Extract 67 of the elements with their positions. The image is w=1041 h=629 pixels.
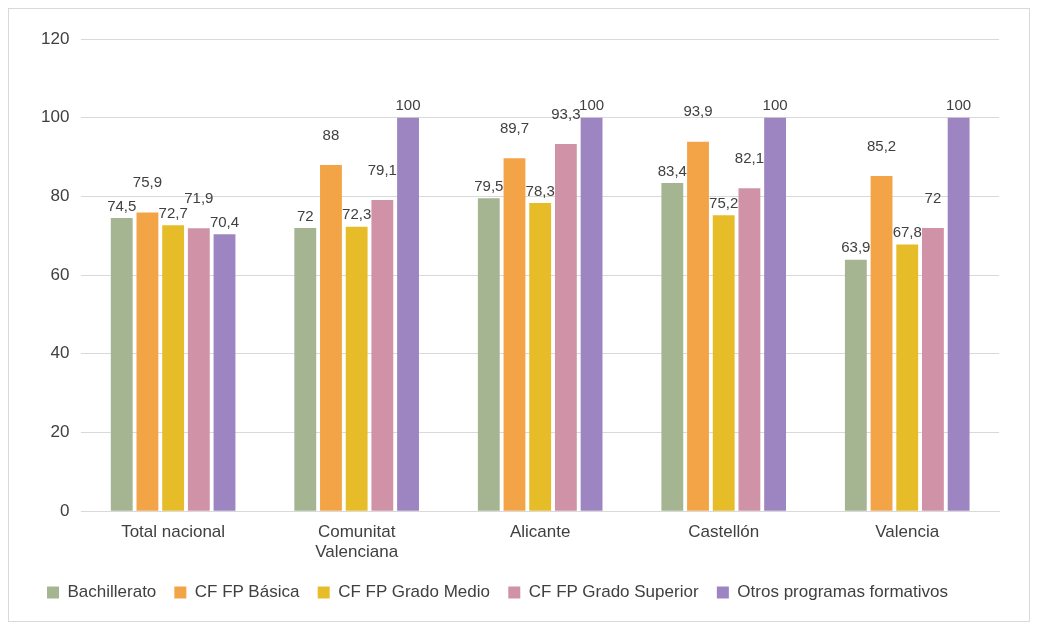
data-label: 82,1 (734, 148, 764, 166)
y-tick-label: 60 (50, 264, 70, 284)
y-tick-label: 20 (50, 422, 70, 442)
data-label: 88 (322, 125, 340, 143)
bar (922, 227, 944, 511)
bar (213, 234, 236, 511)
bar (371, 199, 394, 511)
data-label: 100 (762, 96, 788, 114)
bar (844, 259, 867, 511)
data-label: 67,8 (892, 223, 922, 241)
data-label: 83,4 (657, 161, 687, 179)
data-label: 78,3 (525, 181, 555, 199)
data-label: 85,2 (866, 136, 897, 154)
y-tick-label: 0 (59, 500, 70, 520)
data-label: 74,5 (107, 196, 137, 214)
bar (870, 175, 893, 511)
bar (738, 188, 761, 511)
data-label: 89,7 (499, 118, 530, 136)
x-tick-label: Castellón (688, 522, 760, 542)
data-label: 93,3 (551, 104, 581, 122)
bar (554, 144, 577, 511)
data-label: 72 (924, 188, 942, 206)
data-label: 72 (296, 206, 314, 224)
legend-label: Otros programas formativos (737, 582, 949, 602)
data-label: 100 (395, 96, 421, 114)
data-label: 63,9 (841, 238, 871, 256)
bar (110, 218, 133, 511)
data-label: 93,9 (683, 102, 713, 120)
legend-label: CF FP Grado Medio (338, 582, 490, 602)
data-label: 79,1 (367, 160, 397, 178)
legend-label: CF FP Básica (194, 582, 300, 602)
bar (187, 228, 210, 511)
bar (687, 141, 709, 511)
bar (345, 226, 368, 511)
y-tick-label: 100 (40, 107, 70, 127)
data-label: 75,9 (132, 173, 163, 191)
bar (477, 198, 500, 511)
x-tick-label: Valencia (875, 522, 940, 542)
data-label: 100 (946, 96, 972, 114)
bar (294, 227, 317, 511)
data-label: 72,7 (158, 203, 188, 221)
bar (947, 117, 970, 511)
legend-label: Bachillerato (67, 582, 157, 602)
bar (320, 164, 342, 511)
data-label: 71,9 (184, 188, 214, 206)
y-tick-label: 40 (50, 343, 70, 363)
bar (661, 183, 684, 511)
bar (580, 117, 603, 511)
bar (136, 212, 159, 511)
x-tick-label: Alicante (509, 522, 571, 542)
bar (896, 244, 919, 511)
bar (162, 225, 185, 511)
x-tick-label: Comunitat Valenciana (315, 522, 399, 562)
bar (712, 215, 735, 511)
y-tick-label: 120 (40, 28, 70, 48)
x-tick-label: Total nacional (121, 522, 226, 542)
bar (397, 117, 419, 511)
bar (529, 203, 552, 511)
data-label: 79,5 (474, 177, 504, 195)
bar (764, 117, 787, 511)
y-tick-label: 80 (50, 186, 70, 206)
legend-label: CF FP Grado Superior (528, 582, 699, 602)
data-label: 72,3 (342, 205, 372, 223)
data-label: 70,4 (209, 212, 240, 230)
data-label: 100 (579, 96, 605, 114)
bar (503, 158, 526, 511)
data-label: 75,2 (709, 193, 739, 211)
